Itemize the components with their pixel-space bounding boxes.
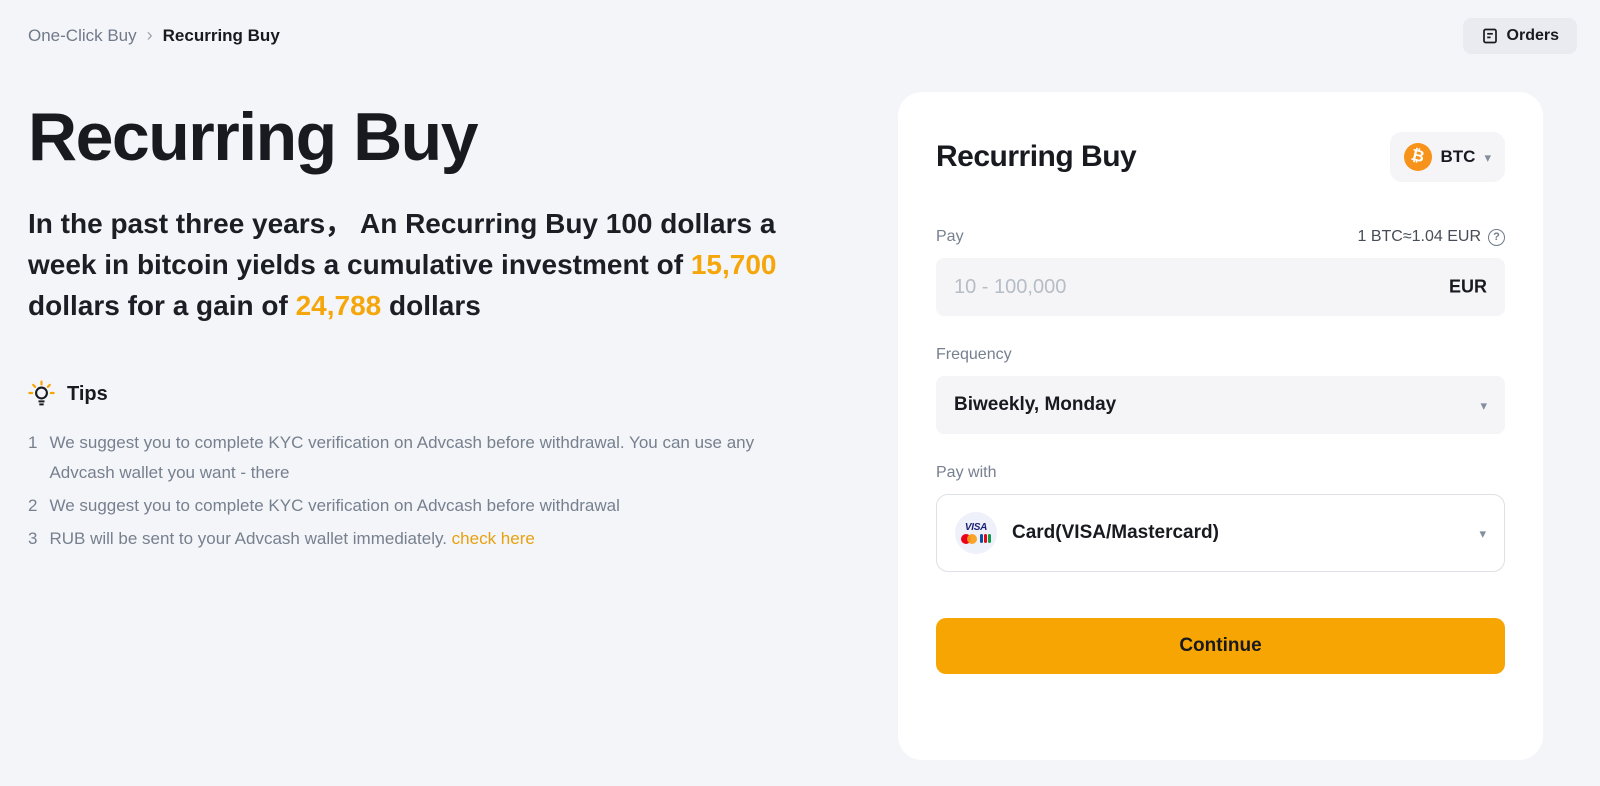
- list-item: 2 We suggest you to complete KYC verific…: [28, 491, 808, 521]
- pay-label: Pay: [936, 228, 964, 245]
- tip-number: 3: [28, 529, 38, 549]
- chevron-down-icon: ▾: [1479, 525, 1486, 541]
- exchange-rate: 1 BTC≈1.04 EUR ?: [1357, 228, 1505, 246]
- tip-text-part: RUB will be sent to your Advcash wallet …: [49, 529, 452, 549]
- bitcoin-icon: ₿: [1403, 143, 1432, 171]
- main-content: Recurring Buy In the past three years， A…: [0, 58, 1600, 760]
- page-title: Recurring Buy: [28, 99, 479, 175]
- hero-description: In the past three years， An Recurring Bu…: [28, 203, 828, 326]
- tip-number: 1: [28, 433, 38, 453]
- currency-label: EUR: [1448, 276, 1487, 297]
- pay-row: Pay 1 BTC≈1.04 EUR ?: [936, 228, 1505, 246]
- frequency-select[interactable]: Biweekly, Monday ▾: [936, 376, 1505, 434]
- amount-field-wrap: EUR: [936, 258, 1505, 316]
- tips-title: Tips: [67, 382, 108, 405]
- chevron-down-icon: ▾: [1480, 397, 1487, 413]
- breadcrumb-parent-link[interactable]: One-Click Buy: [28, 26, 137, 45]
- frequency-label: Frequency: [936, 346, 1012, 363]
- rate-text: 1 BTC≈1.04 EUR: [1357, 228, 1482, 245]
- tips-list: 1 We suggest you to complete KYC verific…: [28, 428, 808, 554]
- tip-text: We suggest you to complete KYC verificat…: [49, 433, 755, 483]
- check-here-link[interactable]: check here: [451, 529, 535, 549]
- tip-number: 2: [28, 496, 38, 516]
- topbar: One-Click Buy › Recurring Buy Orders: [0, 0, 1600, 58]
- hero-desc-highlight-gain: 24,788: [295, 290, 382, 322]
- card-title: Recurring Buy: [936, 140, 1137, 173]
- tips-header: Tips: [28, 380, 898, 408]
- asset-selector[interactable]: ₿ BTC ▾: [1389, 132, 1505, 182]
- amount-input[interactable]: [936, 258, 1505, 316]
- hero-desc-highlight-investment: 15,700: [690, 249, 777, 281]
- paywith-label: Pay with: [936, 464, 997, 481]
- chevron-down-icon: ▾: [1484, 149, 1491, 165]
- lightbulb-icon: [28, 380, 55, 408]
- recurring-buy-card: Recurring Buy ₿ BTC ▾ Pay 1 BTC≈1.04 EUR…: [898, 92, 1543, 760]
- breadcrumb-current: Recurring Buy: [162, 26, 280, 45]
- question-icon[interactable]: ?: [1488, 228, 1505, 246]
- payment-method-select[interactable]: VISA Card(VISA/Mastercard) ▾: [936, 494, 1505, 572]
- asset-symbol: BTC: [1440, 147, 1476, 166]
- orders-button-label: Orders: [1506, 27, 1559, 44]
- frequency-value: Biweekly, Monday: [954, 394, 1117, 415]
- tips-section: Tips 1 We suggest you to complete KYC ve…: [28, 380, 898, 554]
- hero-desc-text: dollars for a gain of: [28, 290, 296, 322]
- visa-mastercard-icon: VISA: [955, 512, 997, 554]
- chevron-right-icon: ›: [146, 25, 153, 45]
- payment-method-value: Card(VISA/Mastercard): [1012, 522, 1219, 543]
- orders-icon: [1481, 27, 1499, 45]
- continue-button[interactable]: Continue: [936, 618, 1505, 674]
- hero-section: Recurring Buy In the past three years， A…: [28, 58, 898, 760]
- list-item: 3 RUB will be sent to your Advcash walle…: [28, 524, 808, 554]
- hero-desc-text: dollars: [381, 290, 481, 322]
- breadcrumb: One-Click Buy › Recurring Buy: [28, 26, 280, 46]
- tip-text: RUB will be sent to your Advcash wallet …: [49, 524, 534, 554]
- list-item: 1 We suggest you to complete KYC verific…: [28, 428, 808, 488]
- orders-button[interactable]: Orders: [1462, 18, 1577, 54]
- hero-desc-text: In the past three years， An Recurring Bu…: [28, 208, 776, 281]
- tip-text: We suggest you to complete KYC verificat…: [49, 496, 620, 516]
- card-header: Recurring Buy ₿ BTC ▾: [936, 132, 1505, 182]
